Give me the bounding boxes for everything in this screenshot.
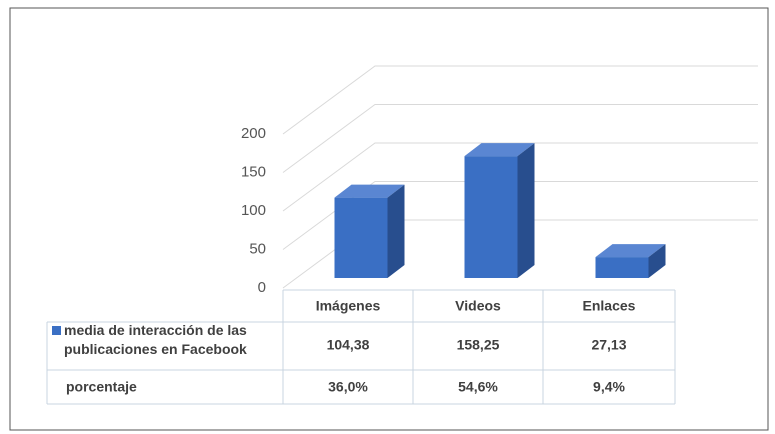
- category-label: Imágenes: [316, 298, 381, 314]
- y-tick-label: 100: [241, 202, 266, 219]
- y-tick-label: 50: [249, 240, 266, 257]
- row-label: porcentaje: [66, 379, 137, 395]
- grid-line: [282, 65, 758, 135]
- bar-top: [464, 143, 535, 157]
- bar-front: [334, 197, 388, 278]
- y-tick-label: 200: [241, 125, 266, 142]
- bar-side: [648, 244, 666, 278]
- bar: [334, 184, 405, 278]
- grid-line: [282, 104, 758, 173]
- frame: [9, 7, 769, 431]
- legend-label-box: media de interacción de las publicacione…: [64, 322, 247, 357]
- grid-line: [282, 142, 758, 212]
- grid-line: [282, 181, 758, 250]
- value-label: 104,38: [327, 337, 370, 353]
- bar-front: [464, 156, 518, 278]
- category-label: Videos: [455, 298, 501, 314]
- value-label: 158,25: [457, 337, 500, 353]
- y-tick-label: 0: [258, 279, 266, 296]
- bar-top: [595, 244, 666, 258]
- bar-top: [334, 184, 405, 198]
- table-cell: 9,4%: [593, 379, 625, 395]
- legend-label: media de interacción de las publicacione…: [64, 322, 247, 357]
- bar: [595, 244, 666, 278]
- bar-side: [517, 143, 535, 278]
- bar-front: [595, 257, 649, 278]
- bar: [464, 143, 535, 278]
- legend-swatch: [52, 326, 61, 335]
- table-cell: 36,0%: [328, 379, 368, 395]
- table-cell: 54,6%: [458, 379, 498, 395]
- bar-side: [387, 184, 405, 278]
- category-label: Enlaces: [583, 298, 636, 314]
- y-tick-label: 150: [241, 163, 266, 180]
- value-label: 27,13: [591, 337, 626, 353]
